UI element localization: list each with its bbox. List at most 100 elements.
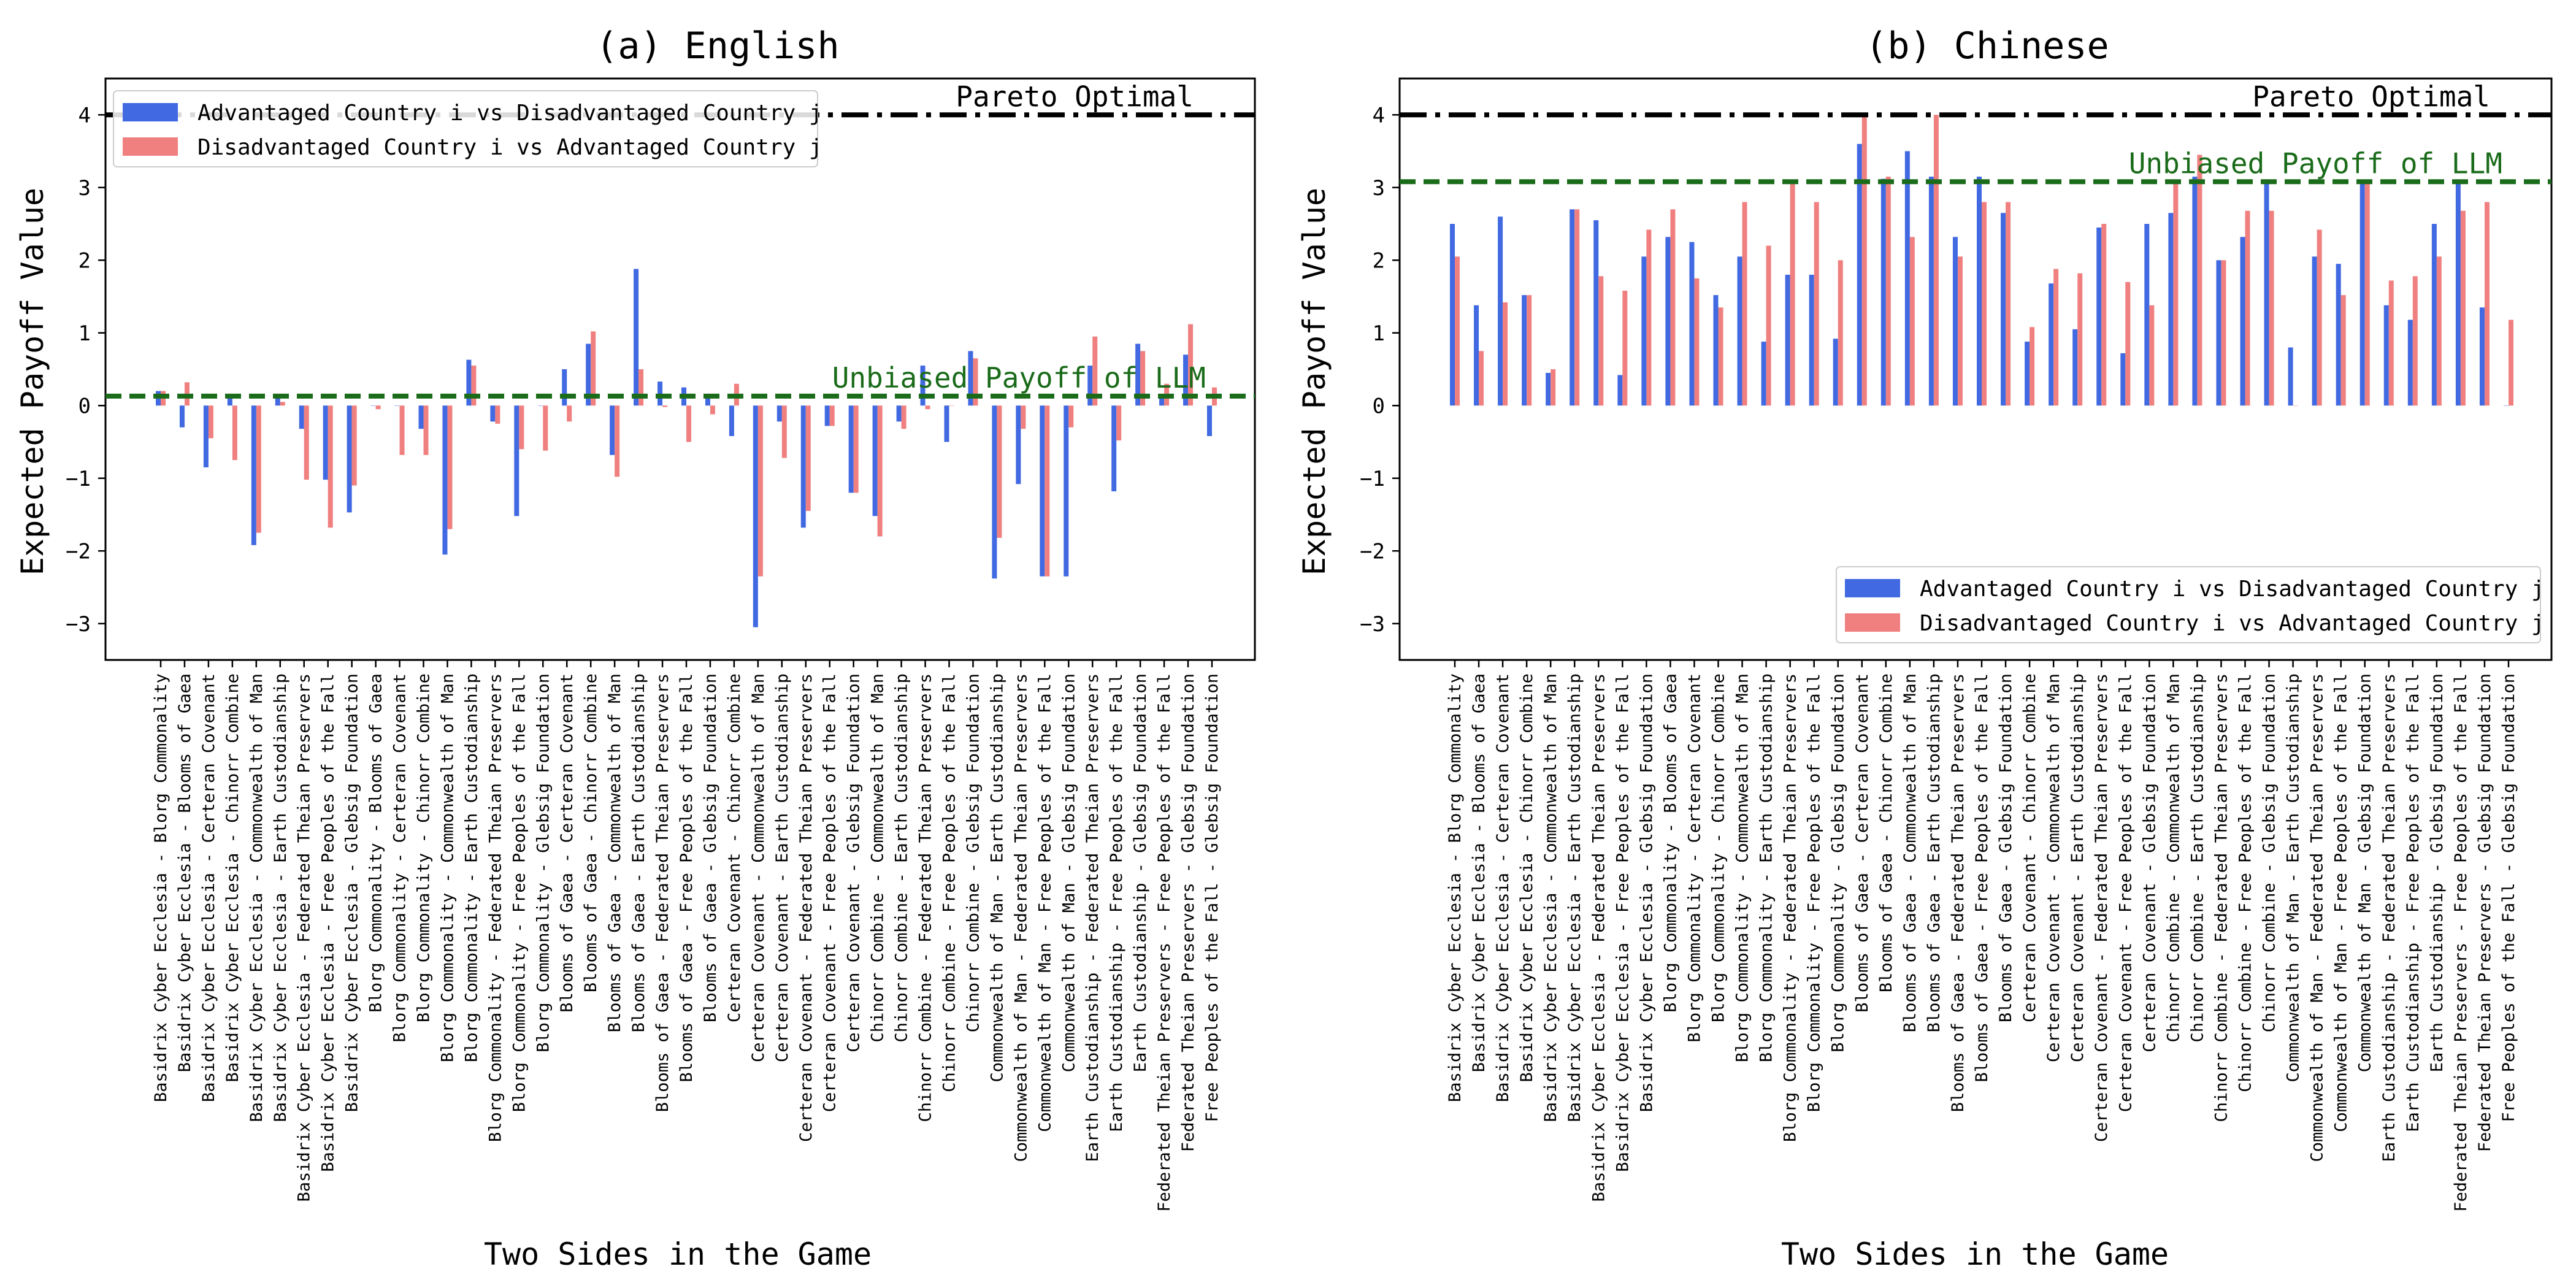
x-tick-label: Basidrix Cyber Ecclesia - Federated Thei… xyxy=(295,673,314,1202)
bar-disadvantaged xyxy=(1140,351,1146,406)
x-tick-label: Blorg Commonality - Chinorr Combine xyxy=(415,673,434,1022)
x-tick-label: Certeran Covenant - Earth Custodianship xyxy=(2068,673,2087,1062)
bar-disadvantaged xyxy=(208,405,213,439)
bar-disadvantaged xyxy=(2197,155,2202,406)
x-tick-label: Certeran Covenant - Commonwealth of Man xyxy=(749,673,768,1062)
x-tick-label: Blooms of Gaea - Glebsig Foundation xyxy=(1996,673,2015,1022)
bar-advantaged xyxy=(1183,355,1189,406)
bar-disadvantaged xyxy=(280,402,285,406)
bar-advantaged xyxy=(2288,347,2293,406)
bar-disadvantaged xyxy=(1718,307,1723,406)
y-tick-label: 0 xyxy=(1373,394,1385,418)
legend-swatch-advantaged xyxy=(123,103,178,121)
bar-advantaged xyxy=(1833,339,1838,406)
x-tick-label: Blorg Commonality - Certeran Covenant xyxy=(1685,673,1704,1042)
x-tick-label: Commonwealth of Man - Federated Theian P… xyxy=(2308,673,2327,1162)
bar-advantaged xyxy=(1570,209,1575,406)
bar-disadvantaged xyxy=(2269,210,2274,406)
x-tick-label: Basidrix Cyber Ecclesia - Earth Custodia… xyxy=(1565,673,1584,1122)
x-tick-label: Blooms of Gaea - Commonwealth of Man xyxy=(1901,673,1920,1032)
legend-swatch-disadvantaged xyxy=(1845,613,1900,632)
bar-disadvantaged xyxy=(973,358,978,406)
bar-advantaged xyxy=(1952,237,1958,406)
x-axis-label: Two Sides in the Game xyxy=(484,1236,872,1272)
x-tick-label: Blorg Commonality - Glebsig Foundation xyxy=(534,673,553,1052)
bar-advantaged xyxy=(1977,176,1982,406)
bar-disadvantaged xyxy=(1909,237,1915,406)
bar-advantaged xyxy=(2336,264,2341,406)
bar-advantaged xyxy=(1040,405,1045,577)
bar-disadvantaged xyxy=(2149,305,2155,406)
bar-advantaged xyxy=(1737,256,1742,406)
bar-advantaged xyxy=(442,405,448,555)
bar-advantaged xyxy=(610,405,615,455)
bar-disadvantaged xyxy=(781,405,787,458)
y-tick-label: −3 xyxy=(1360,612,1385,637)
bar-advantaged xyxy=(1546,372,1551,406)
bar-disadvantaged xyxy=(1766,245,1771,406)
x-tick-label: Blorg Commonality - Commonwealth of Man xyxy=(438,673,457,1062)
bar-disadvantaged xyxy=(2221,260,2226,406)
unbiased-payoff-label: Unbiased Payoff of LLM xyxy=(832,361,1206,394)
bar-advantaged xyxy=(490,405,496,422)
bar-disadvantaged xyxy=(1670,209,1676,406)
x-tick-label: Earth Custodianship - Federated Theian P… xyxy=(1083,673,1102,1162)
x-tick-label: Basidrix Cyber Ecclesia - Blooms of Gaea xyxy=(175,673,194,1072)
bar-disadvantaged xyxy=(2317,229,2322,406)
bar-disadvantaged xyxy=(1116,405,1122,441)
bar-disadvantaged xyxy=(2053,269,2059,406)
bar-disadvantaged xyxy=(2030,327,2035,406)
panel-title: (a) English xyxy=(596,25,839,67)
x-tick-label: Basidrix Cyber Ecclesia - Commonwealth o… xyxy=(1541,673,1560,1122)
x-tick-label: Basidrix Cyber Ecclesia - Chinorr Combin… xyxy=(223,673,242,1082)
x-tick-label: Earth Custodianship - Free Peoples of th… xyxy=(1107,673,1126,1132)
bar-advantaged xyxy=(1522,295,1527,406)
x-tick-label: Commonwealth of Man - Earth Custodianshi… xyxy=(2284,673,2303,1082)
bar-disadvantaged xyxy=(901,405,907,429)
bar-advantaged xyxy=(538,405,543,406)
bar-advantaged xyxy=(1761,341,1766,406)
bar-disadvantaged xyxy=(997,405,1002,538)
bar-disadvantaged xyxy=(2293,405,2298,406)
bar-advantaged xyxy=(275,398,280,406)
pareto-optimal-label: Pareto Optimal xyxy=(2252,80,2490,113)
legend: Advantaged Country i vs Disadvantaged Co… xyxy=(113,90,822,167)
bar-advantaged xyxy=(2192,176,2198,406)
y-tick-label: 2 xyxy=(1373,248,1385,273)
legend: Advantaged Country i vs Disadvantaged Co… xyxy=(1836,566,2545,643)
legend-swatch-disadvantaged xyxy=(123,137,178,156)
bar-advantaged xyxy=(1593,220,1599,406)
bar-advantaged xyxy=(2168,213,2174,406)
bar-advantaged xyxy=(896,405,902,422)
x-tick-label: Basidrix Cyber Ecclesia - Federated Thei… xyxy=(1589,673,1608,1202)
x-axis-label: Two Sides in the Game xyxy=(1781,1236,2169,1272)
bar-advantaged xyxy=(968,351,973,406)
bar-disadvantaged xyxy=(1622,291,1628,406)
bar-disadvantaged xyxy=(2509,320,2513,406)
bar-advantaged xyxy=(1617,375,1623,406)
bar-disadvantaged xyxy=(1455,256,1460,406)
bar-advantaged xyxy=(2264,180,2269,406)
y-tick-label: 4 xyxy=(1373,103,1385,128)
y-tick-label: 4 xyxy=(79,103,91,128)
x-tick-label: Certeran Covenant - Commonwealth of Man xyxy=(2044,673,2063,1062)
bar-disadvantaged xyxy=(925,405,930,410)
bar-disadvantaged xyxy=(2460,210,2466,406)
x-tick-label: Blooms of Gaea - Certeran Covenant xyxy=(1853,673,1872,1013)
bar-advantaged xyxy=(562,369,567,406)
bar-advantaged xyxy=(634,269,639,406)
bar-advantaged xyxy=(824,405,830,426)
bar-advantaged xyxy=(2025,341,2030,406)
x-tick-label: Chinorr Combine - Commonwealth of Man xyxy=(868,673,887,1042)
bar-disadvantaged xyxy=(2340,295,2346,406)
x-tick-label: Commonwealth of Man - Federated Theian P… xyxy=(1011,673,1030,1162)
y-tick-label: 3 xyxy=(1373,176,1385,201)
bar-advantaged xyxy=(2216,260,2221,406)
x-tick-label: Blooms of Gaea - Chinorr Combine xyxy=(581,673,600,992)
bar-disadvantaged xyxy=(1933,115,1939,406)
bar-disadvantaged xyxy=(1790,180,1795,406)
bar-disadvantaged xyxy=(853,405,859,493)
x-tick-label: Basidrix Cyber Ecclesia - Chinorr Combin… xyxy=(1517,673,1536,1082)
y-tick-label: −2 xyxy=(66,539,91,564)
bar-advantaged xyxy=(800,405,806,528)
